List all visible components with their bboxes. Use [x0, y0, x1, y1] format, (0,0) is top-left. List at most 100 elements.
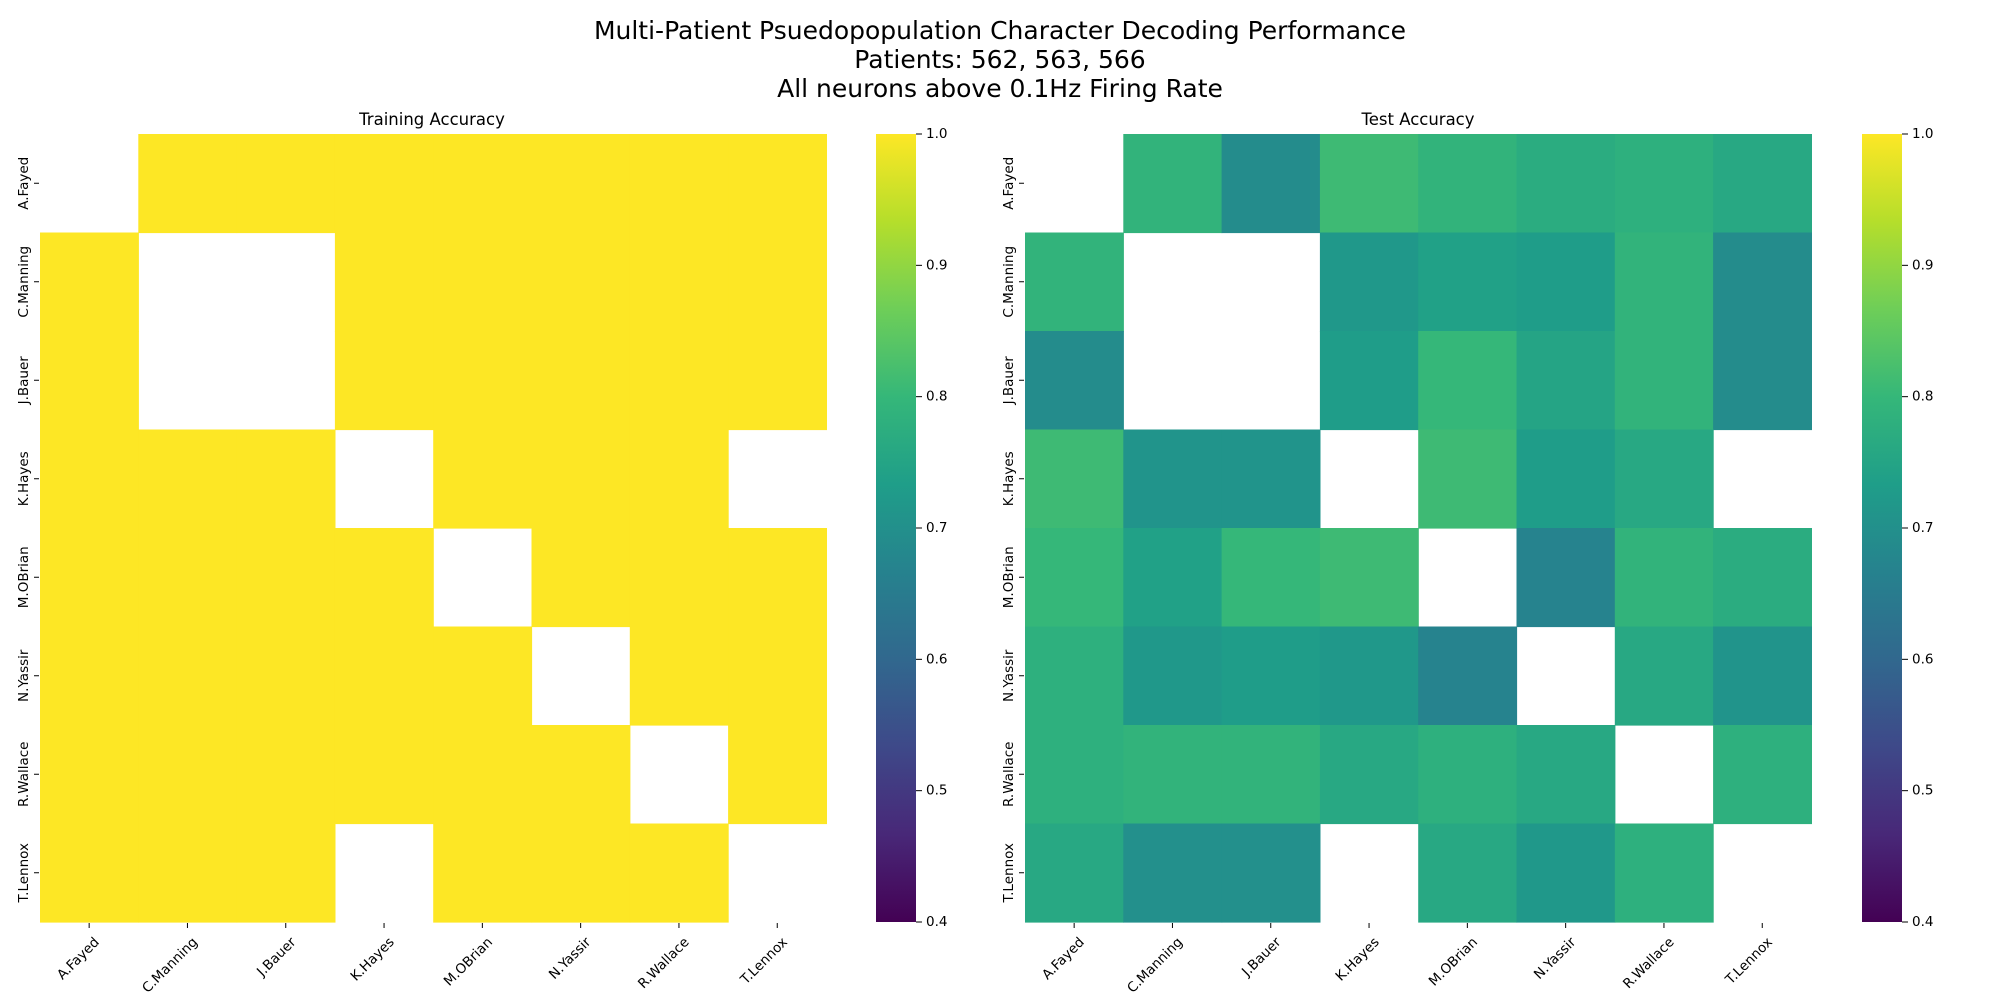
heatmap-cell: [1516, 232, 1616, 332]
x-tick-label: C.Manning: [1124, 934, 1186, 996]
colorbar-tick-label: 0.9: [1912, 257, 1933, 273]
figure-title-line-2: Patients: 562, 563, 566: [854, 45, 1145, 74]
heatmap-cell: [531, 528, 631, 628]
heatmap-cell: [236, 528, 336, 628]
heatmap-cell: [1516, 823, 1616, 923]
heatmap-cell: [629, 823, 729, 923]
colorbar-tick-label: 0.8: [926, 389, 947, 405]
heatmap-cell: [433, 626, 533, 726]
heatmap-cell: [40, 725, 139, 825]
heatmap-cell: [1713, 528, 1812, 628]
heatmap-cell: [1319, 528, 1419, 628]
colorbar-tick-label: 0.5: [926, 783, 947, 799]
heatmap-cell: [1319, 232, 1419, 332]
heatmap-cell: [1614, 232, 1714, 332]
heatmap-cell: [1418, 232, 1518, 332]
heatmap-cell: [1614, 134, 1714, 234]
y-tick-label: T.Lennox: [16, 843, 32, 903]
test-accuracy-colorbar: 0.4 0.5 0.6 0.7 0.8 0.9 1.0: [1862, 126, 1933, 930]
heatmap-cell: [1516, 725, 1616, 825]
colorbar-tick-label: 0.7: [1912, 520, 1933, 536]
heatmap-cell: [1123, 134, 1223, 234]
heatmap-cell: [1418, 823, 1518, 923]
heatmap-cell: [334, 528, 434, 628]
heatmap-cell: [1614, 429, 1714, 529]
x-tick-label: K.Hayes: [1333, 934, 1383, 984]
heatmap-cell: [1418, 134, 1518, 234]
heatmap-cell: [728, 134, 827, 234]
heatmap-cell: [1123, 528, 1223, 628]
x-tick-label: T.Lennox: [1722, 934, 1776, 988]
heatmap-cell: [334, 331, 434, 431]
x-tick-label: C.Manning: [139, 934, 201, 996]
heatmap-cell: [236, 429, 336, 529]
heatmap-cell: [40, 331, 139, 431]
heatmap-cell: [433, 134, 533, 234]
heatmap-cell: [1025, 823, 1124, 923]
heatmap-cell: [1418, 626, 1518, 726]
test-accuracy-heatmap: A.Fayed C.Manning J.Bauer K.Hayes M.OBrian N.…: [1001, 134, 1812, 996]
figure-title-line-1: Multi-Patient Psuedopopulation Character…: [594, 16, 1406, 45]
heatmap-cell: [236, 823, 336, 923]
heatmap-cell: [334, 626, 434, 726]
x-tick-label: M.OBrian: [1426, 934, 1481, 989]
heatmap-cell: [1221, 626, 1321, 726]
heatmap-cell: [1025, 626, 1124, 726]
heatmap-cell: [1614, 331, 1714, 431]
heatmap-cell: [1516, 528, 1616, 628]
x-tick-label: A.Fayed: [54, 934, 103, 983]
y-tick-label: N.Yassir: [16, 649, 32, 702]
heatmap-cell: [1221, 823, 1321, 923]
heatmap-cell: [531, 134, 631, 234]
y-tick-label: C.Manning: [1001, 246, 1017, 318]
colorbar-tick-label: 0.6: [926, 651, 947, 667]
x-tick-label: K.Hayes: [348, 934, 398, 984]
heatmap-cell: [40, 823, 139, 923]
heatmap-cell: [138, 626, 238, 726]
heatmap-cell: [728, 232, 827, 332]
heatmap-cell: [138, 429, 238, 529]
heatmap-cell: [236, 725, 336, 825]
y-tick-label: T.Lennox: [1001, 843, 1017, 903]
heatmap-cell: [1713, 725, 1812, 825]
heatmap-cell: [1123, 429, 1223, 529]
heatmap-cell: [334, 725, 434, 825]
y-tick-label: A.Fayed: [1001, 157, 1017, 210]
heatmap-cell: [138, 823, 238, 923]
heatmap-cell: [531, 725, 631, 825]
y-tick-label: R.Wallace: [1001, 742, 1017, 807]
y-tick-label: K.Hayes: [16, 451, 32, 506]
heatmap-cell: [728, 331, 827, 431]
colorbar-gradient: [1862, 134, 1902, 922]
heatmap-cell: [236, 626, 336, 726]
heatmap-cell: [629, 331, 729, 431]
x-tick-label: R.Wallace: [635, 934, 693, 992]
heatmap-cell: [1319, 725, 1419, 825]
x-tick-label: A.Fayed: [1039, 934, 1088, 983]
heatmap-cell: [1713, 331, 1812, 431]
colorbar-tick-label: 0.8: [1912, 389, 1933, 405]
colorbar-tick-label: 0.4: [1912, 914, 1933, 930]
y-tick-label: J.Bauer: [1001, 356, 1017, 406]
x-tick-label: N.Yassir: [1531, 934, 1580, 983]
y-tick-label: K.Hayes: [1001, 451, 1017, 506]
y-tick-label: R.Wallace: [16, 742, 32, 807]
y-tick-label: A.Fayed: [16, 157, 32, 210]
heatmap-cell: [1123, 823, 1223, 923]
x-tick-label: M.OBrian: [441, 934, 496, 989]
heatmap-cell: [629, 134, 729, 234]
heatmap-cell: [40, 429, 139, 529]
heatmap-cell: [1418, 725, 1518, 825]
heatmap-cell: [1025, 429, 1124, 529]
heatmap-cell: [1319, 134, 1419, 234]
heatmap-cell: [629, 429, 729, 529]
heatmap-cell: [138, 725, 238, 825]
heatmap-cell: [1123, 626, 1223, 726]
heatmap-cell: [1221, 725, 1321, 825]
colorbar-tick-label: 0.7: [926, 520, 947, 536]
colorbar-tick-label: 1.0: [1912, 126, 1933, 142]
heatmap-cell: [1713, 626, 1812, 726]
y-tick-label: N.Yassir: [1001, 649, 1017, 702]
colorbar-gradient: [876, 134, 916, 922]
